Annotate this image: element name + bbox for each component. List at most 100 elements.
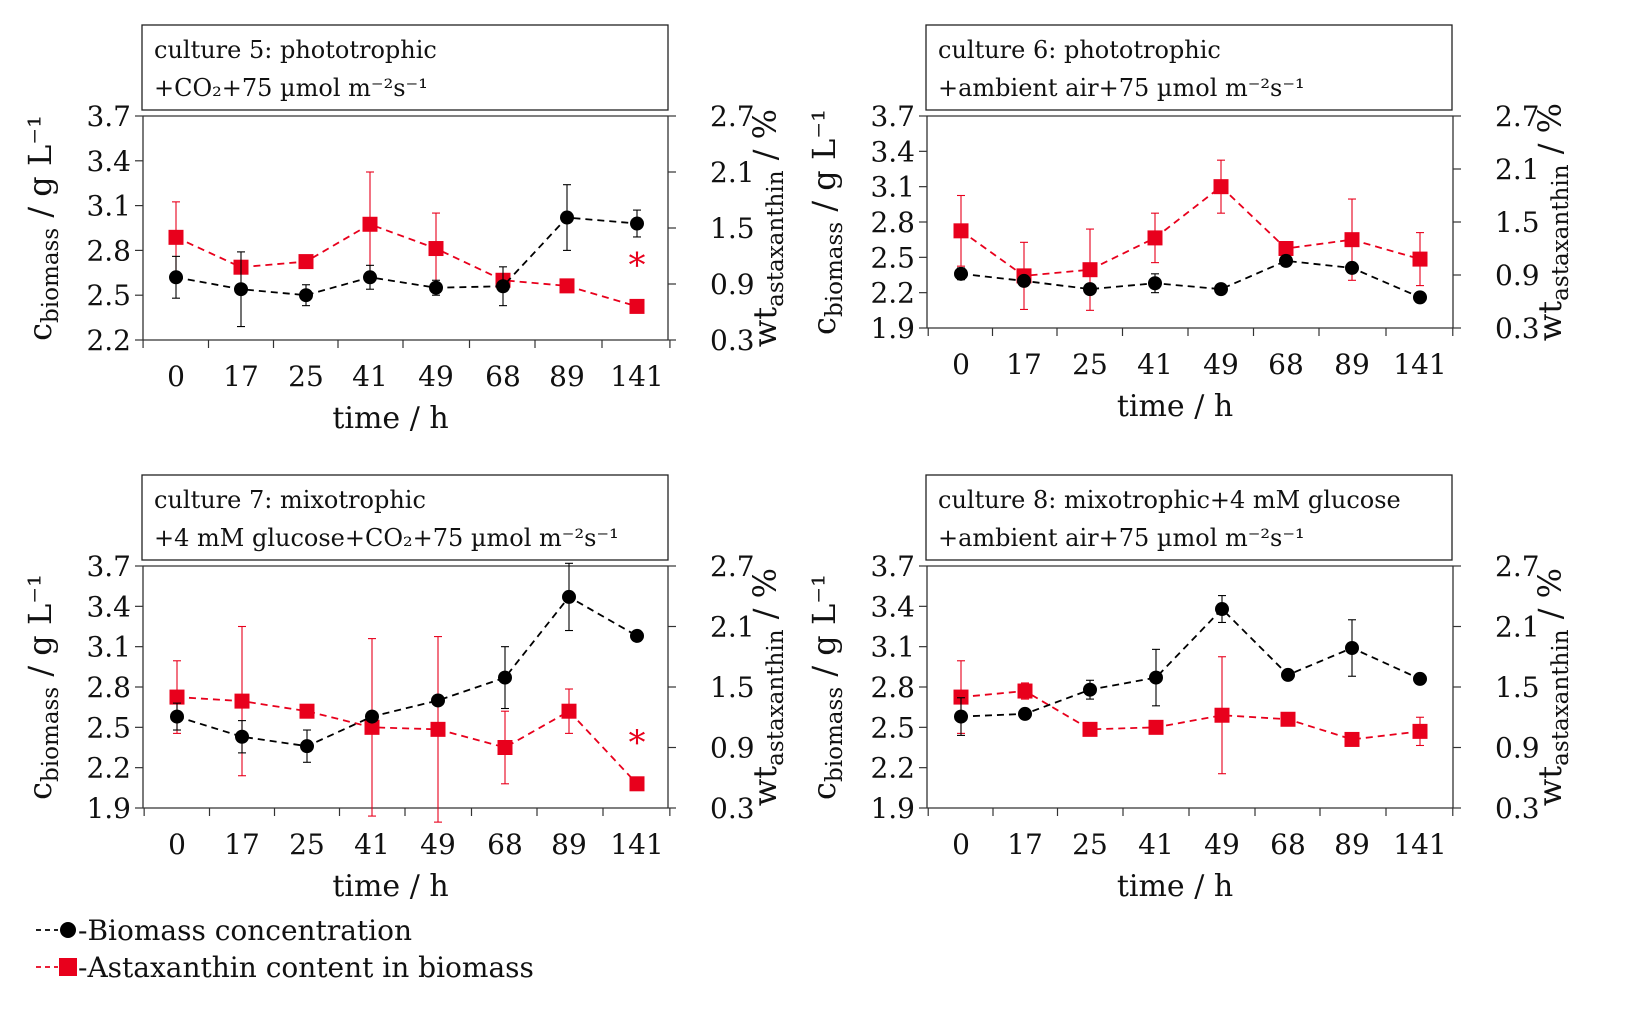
y2-tick-label: 0.3 [710,792,755,825]
y-tick-label: 2.8 [86,234,131,267]
x-tick-label: 25 [288,360,324,393]
y-tick-label: 1.9 [86,792,131,825]
x-tick-label: 89 [1334,348,1370,381]
x-tick-label: 17 [1006,348,1042,381]
data-point [365,709,379,724]
legend-label: -Astaxanthin content in biomass [78,951,534,984]
data-point [629,776,645,792]
legend-marker [59,958,77,976]
data-point [1083,682,1097,697]
data-point [234,693,250,709]
legend: -Biomass concentration -Astaxanthin conte… [36,914,534,984]
data-point [1082,262,1098,278]
title-line-1: culture 8: mixotrophic+4 mM glucose [938,486,1401,514]
x-tick-label: 68 [1268,348,1304,381]
x-tick-label: 0 [167,360,185,393]
x-tick-label: 49 [1203,348,1239,381]
data-point [1412,251,1428,267]
data-point [298,254,314,270]
x-tick-label: 68 [1270,828,1306,861]
x-tick-label: 41 [354,828,390,861]
data-point [498,670,512,685]
y-tick-label: 3.1 [870,171,915,204]
data-point [1278,241,1294,256]
title-box [925,474,1453,561]
x-tick-label: 49 [1204,828,1240,861]
data-point [169,689,185,705]
y-tick-label: 2.5 [86,711,131,744]
series-astaxanthin [168,171,645,314]
y-tick-label: 2.8 [86,671,131,704]
x-tick-label: 25 [1072,348,1108,381]
data-point [235,729,249,744]
title-line-1: culture 6: phototrophic [938,36,1221,64]
x-axis-label: time / h [332,401,448,436]
data-point [168,229,184,245]
legend-item-2: -Astaxanthin content in biomass [36,951,534,984]
x-axis-label: time / h [1117,869,1233,904]
x-tick-label: 25 [289,828,325,861]
data-point [1214,707,1230,723]
data-point [953,689,969,705]
y2-tick-label: 1.5 [1495,671,1540,704]
series-biomass [169,184,644,328]
data-point [496,279,510,294]
legend-item-1: -Biomass concentration [36,914,412,947]
data-point [1147,230,1163,246]
x-tick-label: 41 [352,360,388,393]
y-tick-label: 2.2 [870,752,915,785]
series-line [175,223,638,308]
y2-tick-label: 1.5 [710,212,755,245]
x-axis-label: time / h [332,869,448,904]
y-axis-label: cbiomass / g L⁻¹ [805,109,848,335]
data-point [1413,290,1427,305]
data-point [170,709,184,724]
y-tick-label: 3.1 [870,631,915,664]
data-point [234,282,248,297]
data-point [363,270,377,285]
x-tick-label: 17 [1007,828,1043,861]
data-point [562,589,576,604]
y2-axis-label: wtastaxanthin / % [746,109,789,347]
y2-tick-label: 0.3 [1495,792,1540,825]
y-tick-label: 2.8 [870,206,915,239]
y-tick-label: 2.2 [86,324,131,357]
series-line [960,607,1421,718]
title-box [141,474,669,561]
y2-tick-label: 2.1 [710,611,755,644]
data-point [1214,282,1228,297]
series-line [175,216,638,297]
chart-panel-4: culture 8: mixotrophic+4 mM glucose +ambi… [805,474,1574,904]
data-point [954,709,968,724]
data-point [1345,641,1359,656]
y-tick-label: 3.4 [870,590,915,623]
y-axis-label: cbiomass / g L⁻¹ [805,574,848,800]
y2-tick-label: 0.3 [710,324,755,357]
x-tick-label: 89 [1334,828,1370,861]
y-tick-label: 2.5 [86,279,131,312]
data-point [1344,731,1360,747]
y-tick-label: 3.4 [86,145,131,178]
series-astaxanthin [953,159,1428,311]
title-line-1: culture 5: phototrophic [154,36,437,64]
y2-tick-label: 2.7 [710,100,755,133]
y-tick-label: 2.2 [870,277,915,310]
x-tick-label: 0 [952,828,970,861]
chart-panel-3: culture 7: mixotrophic +4 mM glucose+CO₂+… [21,474,789,904]
y2-tick-label: 0.9 [710,732,755,765]
y2-tick-label: 2.1 [710,156,755,189]
series-line [176,696,638,785]
y2-tick-label: 0.3 [1495,312,1540,345]
x-tick-label: 17 [223,360,259,393]
x-tick-label: 141 [1393,828,1446,861]
data-point [1017,683,1033,699]
title-line-2: +ambient air+75 µmol m⁻²s⁻¹ [938,524,1305,552]
data-point [559,278,575,294]
y2-tick-label: 2.7 [1495,550,1540,583]
series-biomass [954,253,1427,305]
significance-asterisk: * [629,723,646,763]
legend-marker [60,922,76,938]
y-tick-label: 3.4 [86,590,131,623]
data-point [954,266,968,281]
